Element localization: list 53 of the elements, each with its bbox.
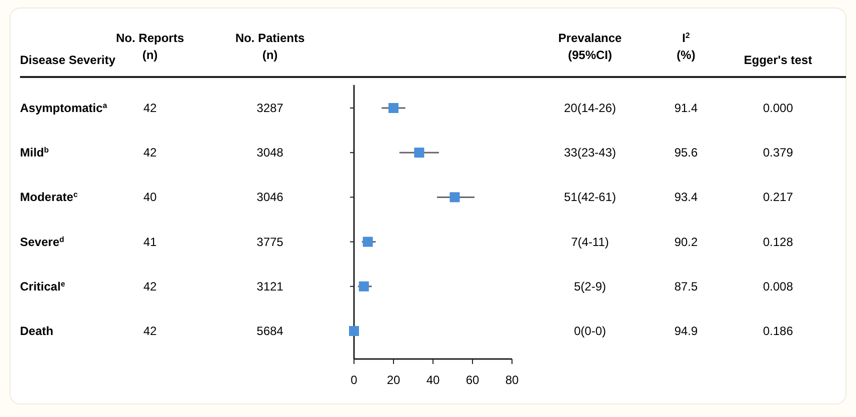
text: Asymptomatic$^{a}$ xyxy=(20,100,108,115)
text: 5(2-9) xyxy=(574,279,606,294)
text: 93.4 xyxy=(674,190,698,204)
text: Prevalance (95%CI) xyxy=(558,31,622,62)
text: 0.186 xyxy=(762,324,794,338)
text: 42 xyxy=(143,101,157,115)
text: 33(23-43) xyxy=(564,146,616,160)
text: 91.4 xyxy=(674,101,698,115)
text: 95.6 xyxy=(674,146,698,160)
x-tick-label: 20 xyxy=(386,373,400,387)
text: Death xyxy=(20,324,54,338)
point xyxy=(358,281,369,292)
text: Moderate$^{c}$ xyxy=(20,190,78,204)
text: 3121 xyxy=(256,279,284,294)
text: 90.2 xyxy=(674,234,698,249)
text: 51(42-61) xyxy=(564,190,616,204)
text: 0.000 xyxy=(762,101,794,115)
point xyxy=(414,148,424,158)
x-tick-label: 40 xyxy=(426,373,440,387)
text: 42 xyxy=(143,324,157,338)
point xyxy=(349,326,359,336)
text: 87.5 xyxy=(674,279,698,294)
text: 42 xyxy=(143,279,157,294)
text: 0(0-0) xyxy=(574,324,606,338)
text: Disease Severity xyxy=(20,53,116,67)
text: 3775 xyxy=(256,234,284,249)
text: 0.008 xyxy=(762,279,794,294)
x-tick-label: 0 xyxy=(350,373,358,387)
point xyxy=(362,236,373,247)
text: Egger's test xyxy=(744,53,812,67)
text: Critical$^{e}$ xyxy=(20,278,66,294)
text: 42 xyxy=(143,146,157,160)
text: 41 xyxy=(143,234,157,249)
text: 5684 xyxy=(256,324,284,338)
text: 94.9 xyxy=(674,324,698,338)
text: 0.379 xyxy=(762,146,794,160)
text: Severe$^{d}$ xyxy=(20,234,64,249)
text: No. Patients (n) xyxy=(235,31,305,62)
text: 3287 xyxy=(256,101,284,115)
text: 0.217 xyxy=(762,190,794,204)
text: 3046 xyxy=(256,190,284,204)
text: 0.128 xyxy=(762,234,794,249)
text: 7(4-11) xyxy=(571,234,609,249)
text: 40 xyxy=(143,190,157,204)
point xyxy=(388,103,398,113)
text: 20(14-26) xyxy=(564,101,616,115)
text: I$^{2}$ (%) xyxy=(676,30,696,62)
point xyxy=(450,192,460,202)
text: 3048 xyxy=(256,146,284,160)
text: Mild$^{b}$ xyxy=(20,145,49,160)
text: No. Reports (n) xyxy=(116,31,184,62)
x-tick-label: 60 xyxy=(466,373,480,387)
x-tick-label: 80 xyxy=(505,373,519,387)
